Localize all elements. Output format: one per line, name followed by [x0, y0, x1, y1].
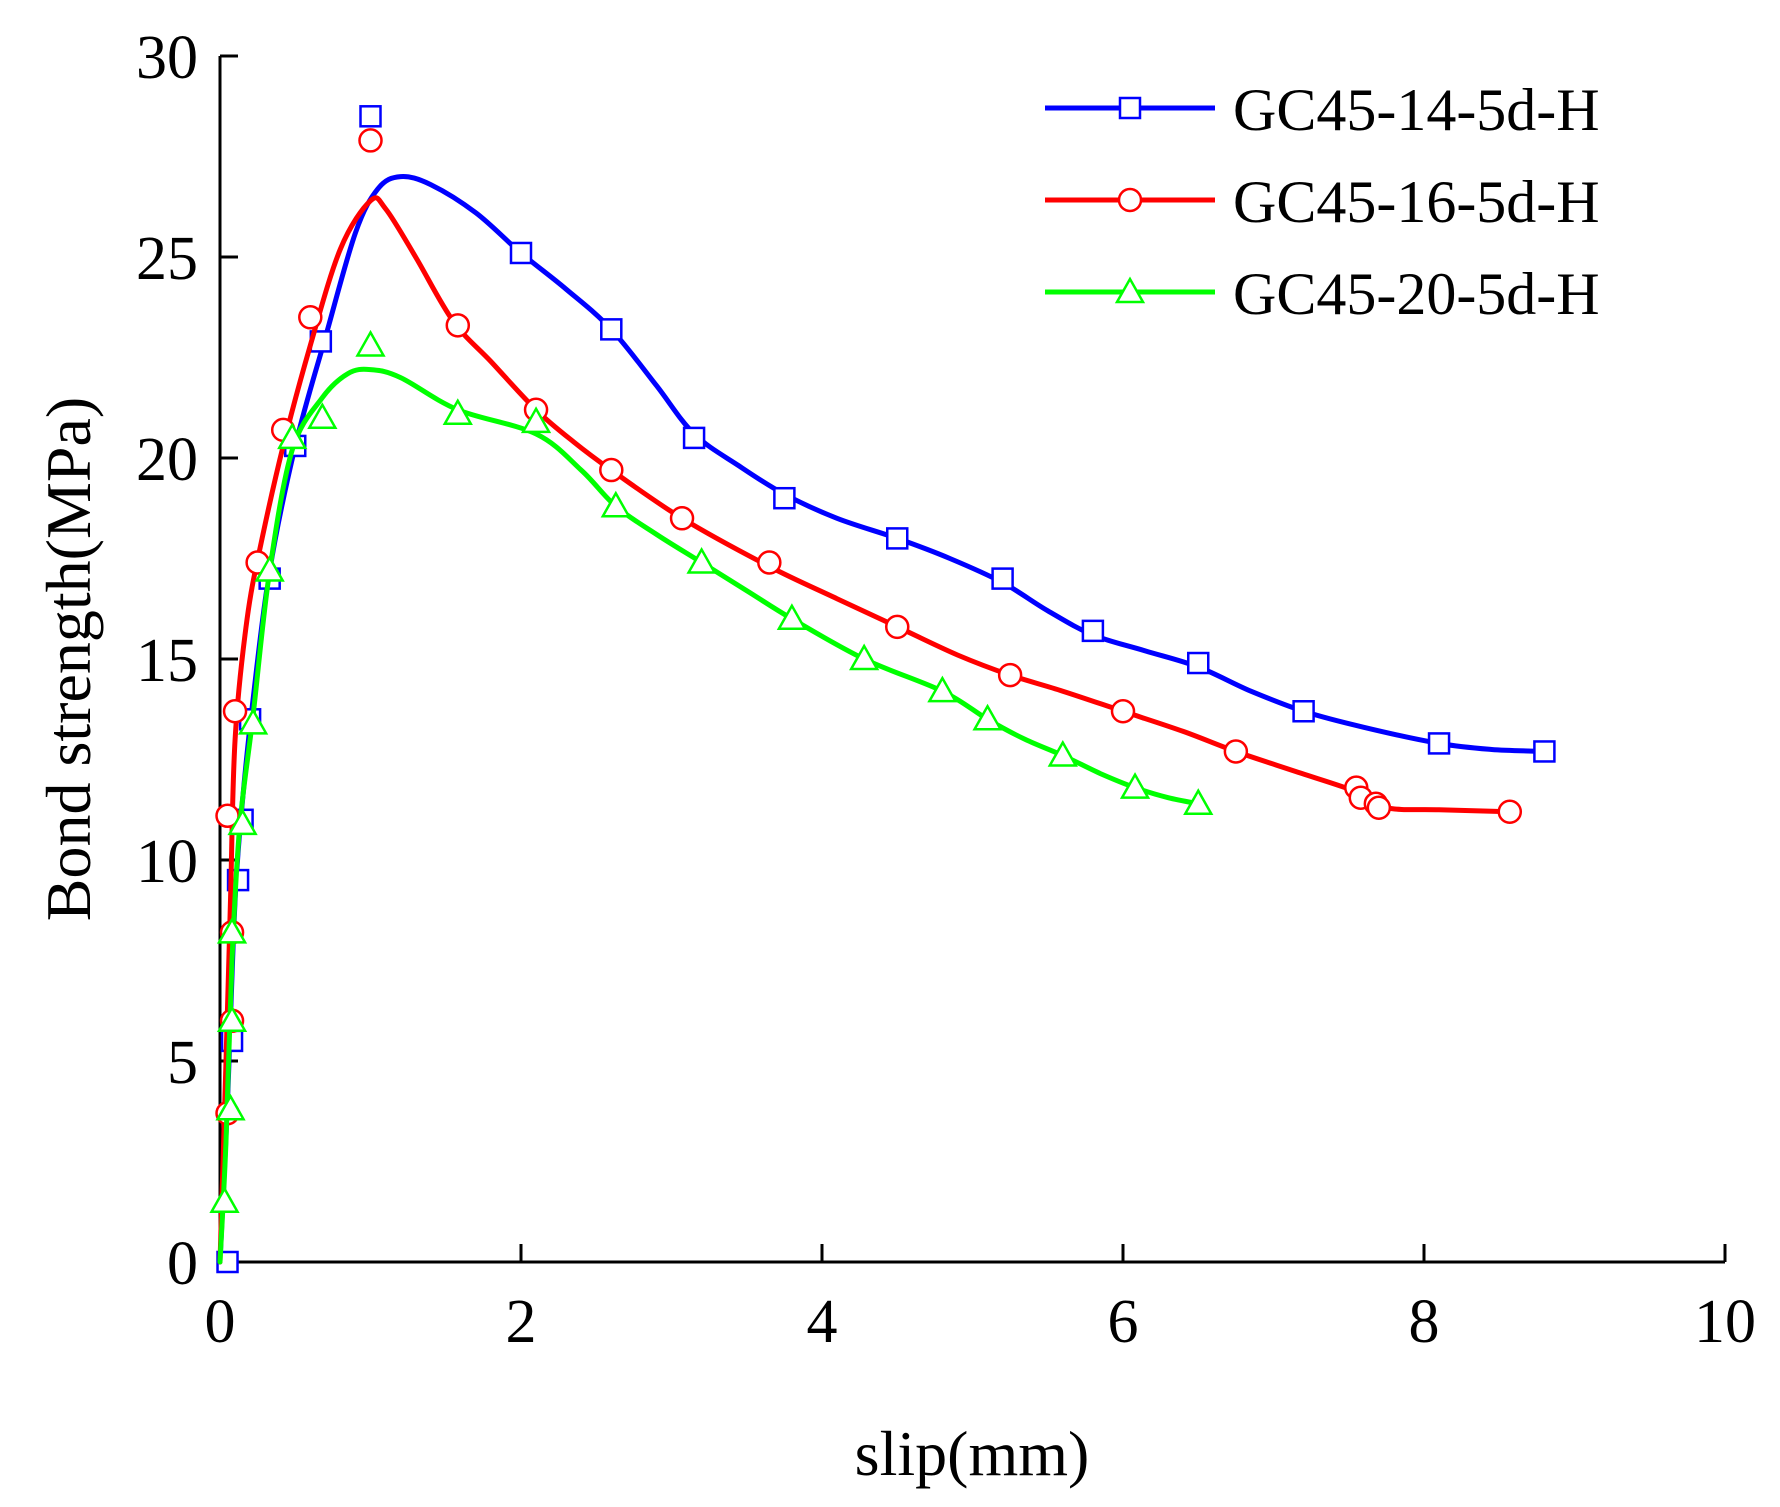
x-tick-label: 4 — [807, 1288, 838, 1356]
data-point — [686, 546, 717, 574]
x-axis-title: slip(mm) — [855, 1418, 1090, 1489]
y-tick-label: 25 — [136, 225, 198, 293]
legend: GC45-14-5d-H GC45-16-5d-H GC45-20-5d-H — [1045, 77, 1600, 327]
x-tick-label: 10 — [1694, 1288, 1756, 1356]
axis-labels: slip(mm) Bond strength(MPa) — [33, 397, 1089, 1489]
data-point — [358, 128, 383, 153]
data-point — [277, 422, 308, 450]
series-3 — [209, 329, 1214, 1265]
data-point — [445, 313, 471, 338]
data-point — [669, 506, 695, 531]
legend-marker — [1114, 276, 1146, 304]
series-line — [217, 366, 1201, 1265]
data-point — [776, 603, 808, 631]
data-point — [355, 329, 386, 357]
data-point — [885, 614, 910, 640]
data-point — [216, 916, 248, 944]
legend-label: GC45-20-5d-H — [1233, 261, 1600, 327]
data-point — [886, 527, 909, 550]
series-line — [217, 195, 1513, 1265]
x-tick-label: 0 — [205, 1288, 236, 1356]
legend-entry-1: GC45-14-5d-H — [1045, 77, 1600, 143]
data-point — [991, 567, 1014, 590]
data-point — [1047, 739, 1078, 767]
y-tick-label: 0 — [167, 1230, 198, 1298]
data-point — [773, 486, 796, 510]
legend-entry-2: GC45-16-5d-H — [1045, 169, 1600, 235]
tick-marks: 0 2 4 6 8 10 0 5 10 15 20 25 30 — [136, 24, 1756, 1356]
data-point — [442, 398, 473, 426]
data-point — [1366, 795, 1392, 820]
data-point — [307, 402, 338, 430]
data-point — [1119, 772, 1151, 799]
y-tick-label: 10 — [136, 828, 198, 896]
data-point — [1427, 732, 1451, 755]
legend-marker — [1117, 187, 1143, 213]
legend-marker — [1118, 96, 1142, 120]
data-point — [254, 555, 285, 582]
data-point — [216, 1005, 248, 1033]
data-point — [600, 490, 631, 518]
data-point — [757, 550, 782, 575]
data-point — [1223, 739, 1249, 764]
data-point — [1533, 740, 1556, 763]
y-tick-label: 30 — [136, 24, 198, 92]
legend-label: GC45-14-5d-H — [1233, 77, 1600, 143]
data-point — [509, 241, 533, 265]
series-line — [217, 173, 1547, 1265]
data-point — [927, 675, 958, 703]
y-axis-title: Bond strength(MPa) — [33, 397, 104, 921]
data-point — [848, 643, 880, 671]
legend-entry-3: GC45-20-5d-H — [1045, 261, 1600, 327]
x-tick-label: 8 — [1409, 1288, 1440, 1356]
data-point — [1081, 619, 1105, 643]
data-point — [222, 699, 248, 724]
legend-label: GC45-16-5d-H — [1233, 169, 1600, 235]
data-point — [600, 318, 623, 341]
x-tick-label: 6 — [1108, 1288, 1139, 1356]
data-point — [298, 305, 323, 330]
data-point — [209, 1186, 240, 1213]
data-point — [682, 426, 706, 450]
data-point — [520, 406, 552, 434]
data-point — [599, 457, 624, 483]
data-point — [1497, 799, 1523, 825]
data-point — [1110, 699, 1136, 724]
y-tick-label: 20 — [136, 426, 198, 494]
data-point — [1187, 651, 1210, 675]
data-point — [1183, 788, 1214, 815]
data-point — [1292, 700, 1315, 723]
y-tick-label: 15 — [136, 627, 198, 695]
data-point — [359, 105, 382, 128]
x-tick-label: 2 — [506, 1288, 537, 1356]
data-point — [972, 703, 1003, 731]
data-point — [237, 707, 269, 735]
y-tick-label: 5 — [167, 1029, 198, 1097]
data-point — [227, 808, 258, 836]
series-group — [209, 105, 1556, 1274]
data-point — [215, 1093, 246, 1121]
data-point — [997, 662, 1023, 688]
